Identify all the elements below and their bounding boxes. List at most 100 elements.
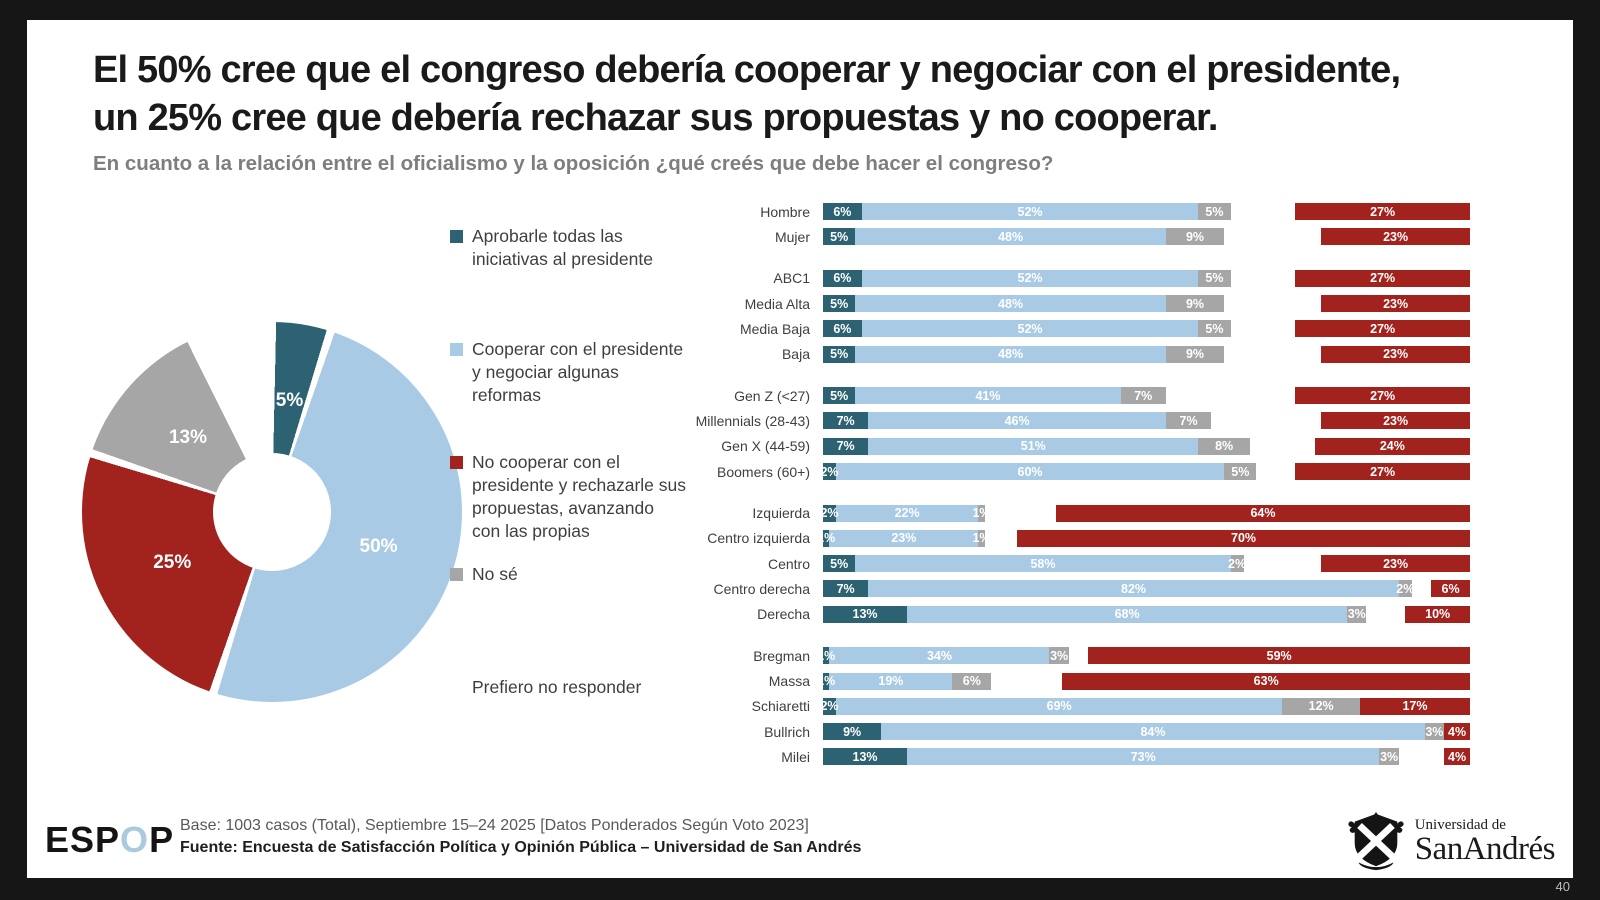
segment-value-label: 17%: [1402, 699, 1428, 714]
segment-value-label: 64%: [1250, 506, 1276, 521]
segment-value-label: 1%: [972, 506, 991, 521]
segment-aprobarle: 1%: [817, 647, 835, 665]
legend-swatch-cooperar: [450, 343, 463, 356]
segment-aprobarle: 2%: [820, 463, 839, 481]
segment-value-label: 23%: [1383, 229, 1409, 244]
segment-value-label: 48%: [998, 347, 1024, 362]
segment-no-cooperar: 27%: [1295, 203, 1470, 220]
segment-value-label: 5%: [1205, 321, 1224, 336]
segment-aprobarle: 5%: [823, 228, 856, 246]
segment-value-label: 7%: [836, 581, 855, 596]
bar-row: Milei 13% 73% 3% 4%: [640, 748, 1470, 766]
segment-value-label: 23%: [1383, 413, 1409, 428]
row-label: Millennials (28-43): [695, 412, 810, 429]
slide: El 50% cree que el congreso debería coop…: [27, 20, 1573, 878]
segment-value-label: 58%: [1030, 556, 1056, 571]
segment-value-label: 3%: [1347, 607, 1366, 622]
segment-value-label: 52%: [1017, 204, 1043, 219]
legend-item-no-cooperar: No cooperar con el presidente y rechazar…: [450, 451, 686, 543]
segment-value-label: 4%: [1448, 724, 1467, 739]
segment-no-se: 9%: [1165, 228, 1225, 246]
row-label: Media Baja: [739, 320, 810, 337]
segment-no-se: 5%: [1198, 320, 1231, 338]
segment-cooperar: 73%: [907, 748, 1380, 766]
legend-label: Cooperar con el presidente y negociar al…: [472, 339, 684, 405]
segment-value-label: 9%: [843, 724, 862, 739]
segment-value-label: 63%: [1253, 674, 1279, 689]
segment-value-label: 59%: [1266, 648, 1292, 663]
segment-value-label: 10%: [1425, 607, 1451, 622]
bar-track: 5% 48% 9% 23%: [823, 345, 1470, 363]
segment-no-se: 7%: [1120, 387, 1166, 405]
segment-value-label: 2%: [820, 464, 839, 479]
segment-aprobarle: 2%: [820, 697, 839, 715]
segment-value-label: 1%: [817, 648, 836, 663]
segment-no-cooperar: 27%: [1295, 387, 1470, 405]
segment-no-cooperar: 17%: [1360, 697, 1470, 715]
segment-no-se: 3%: [1379, 748, 1399, 766]
segment-value-label: 1%: [817, 674, 836, 689]
segment-value-label: 9%: [1185, 347, 1205, 362]
segment-aprobarle: 2%: [820, 504, 839, 522]
segment-no-cooperar: 27%: [1295, 269, 1470, 287]
bar-track: 1% 19% 6% 63%: [817, 672, 1470, 690]
segment-value-label: 2%: [1228, 556, 1247, 571]
bar-track: 6% 52% 5% 27%: [823, 269, 1470, 287]
segment-value-label: 34%: [926, 648, 952, 663]
segment-value-label: 68%: [1114, 607, 1140, 622]
bar-track: 2% 69% 12% 17%: [820, 697, 1470, 715]
legend-item-no-se: No sé: [450, 563, 686, 586]
segment-cooperar: 84%: [881, 723, 1425, 741]
segment-cooperar: 52%: [861, 269, 1199, 287]
segment-value-label: 8%: [1215, 439, 1234, 454]
segment-no-se: 7%: [1165, 412, 1212, 430]
segment-no-se: 5%: [1224, 463, 1257, 481]
segment-value-label: 2%: [820, 699, 839, 714]
donut-chart: 5% 50% 25% 13%: [82, 322, 462, 702]
segment-no-se: 1%: [972, 504, 991, 522]
bar-row: Massa 1% 19% 6% 63%: [640, 672, 1470, 690]
bar-track: 2% 22% 1% 64%: [820, 504, 1470, 522]
segment-cooperar: 46%: [868, 412, 1166, 430]
segment-no-cooperar: 4%: [1444, 723, 1470, 741]
segment-cooperar: 23%: [829, 529, 979, 547]
segment-no-se: 5%: [1198, 269, 1231, 287]
legend-label: Aprobarle todas las iniciativas al presi…: [472, 226, 653, 269]
segment-no-se: 6%: [952, 672, 992, 690]
segment-no-cooperar: 6%: [1431, 580, 1470, 598]
donut-slice-label: 25%: [153, 551, 192, 573]
segment-value-label: 2%: [1396, 581, 1415, 596]
segment-no-cooperar: 63%: [1062, 672, 1470, 690]
segment-value-label: 6%: [833, 271, 852, 286]
segment-no-se: 1%: [972, 529, 991, 547]
segment-no-se: 9%: [1165, 295, 1225, 313]
segment-value-label: 69%: [1046, 699, 1072, 714]
source-note: Fuente: Encuesta de Satisfacción Polític…: [180, 839, 862, 856]
segment-aprobarle: 5%: [823, 295, 856, 313]
segment-value-label: 7%: [836, 439, 855, 454]
bar-track: 6% 52% 5% 27%: [823, 320, 1470, 338]
segment-value-label: 27%: [1370, 204, 1396, 219]
segment-value-label: 23%: [1383, 296, 1409, 311]
row-label: Boomers (60+): [717, 463, 810, 480]
segment-value-label: 5%: [830, 296, 849, 311]
segment-cooperar: 48%: [855, 295, 1166, 313]
segment-value-label: 9%: [1185, 296, 1205, 311]
segment-value-label: 3%: [1050, 648, 1069, 663]
bar-row: Gen X (44-59) 7% 51% 8% 24%: [640, 437, 1470, 455]
segment-value-label: 73%: [1130, 749, 1156, 764]
segment-value-label: 9%: [1185, 229, 1205, 244]
segment-no-cooperar: 10%: [1405, 605, 1470, 623]
segment-value-label: 23%: [1383, 556, 1409, 571]
segment-value-label: 51%: [1020, 439, 1046, 454]
bar-track: 5% 48% 9% 23%: [823, 228, 1470, 246]
segment-value-label: 23%: [1383, 347, 1409, 362]
segment-no-se: 2%: [1228, 555, 1247, 573]
bar-track: 13% 73% 3% 4%: [823, 748, 1470, 766]
legend-label: No cooperar con el presidente y rechazar…: [472, 452, 686, 541]
segment-aprobarle: 1%: [817, 672, 835, 690]
segment-value-label: 5%: [1205, 271, 1224, 286]
segment-value-label: 3%: [1380, 749, 1399, 764]
segment-aprobarle: 7%: [823, 580, 869, 598]
segment-value-label: 27%: [1370, 271, 1396, 286]
